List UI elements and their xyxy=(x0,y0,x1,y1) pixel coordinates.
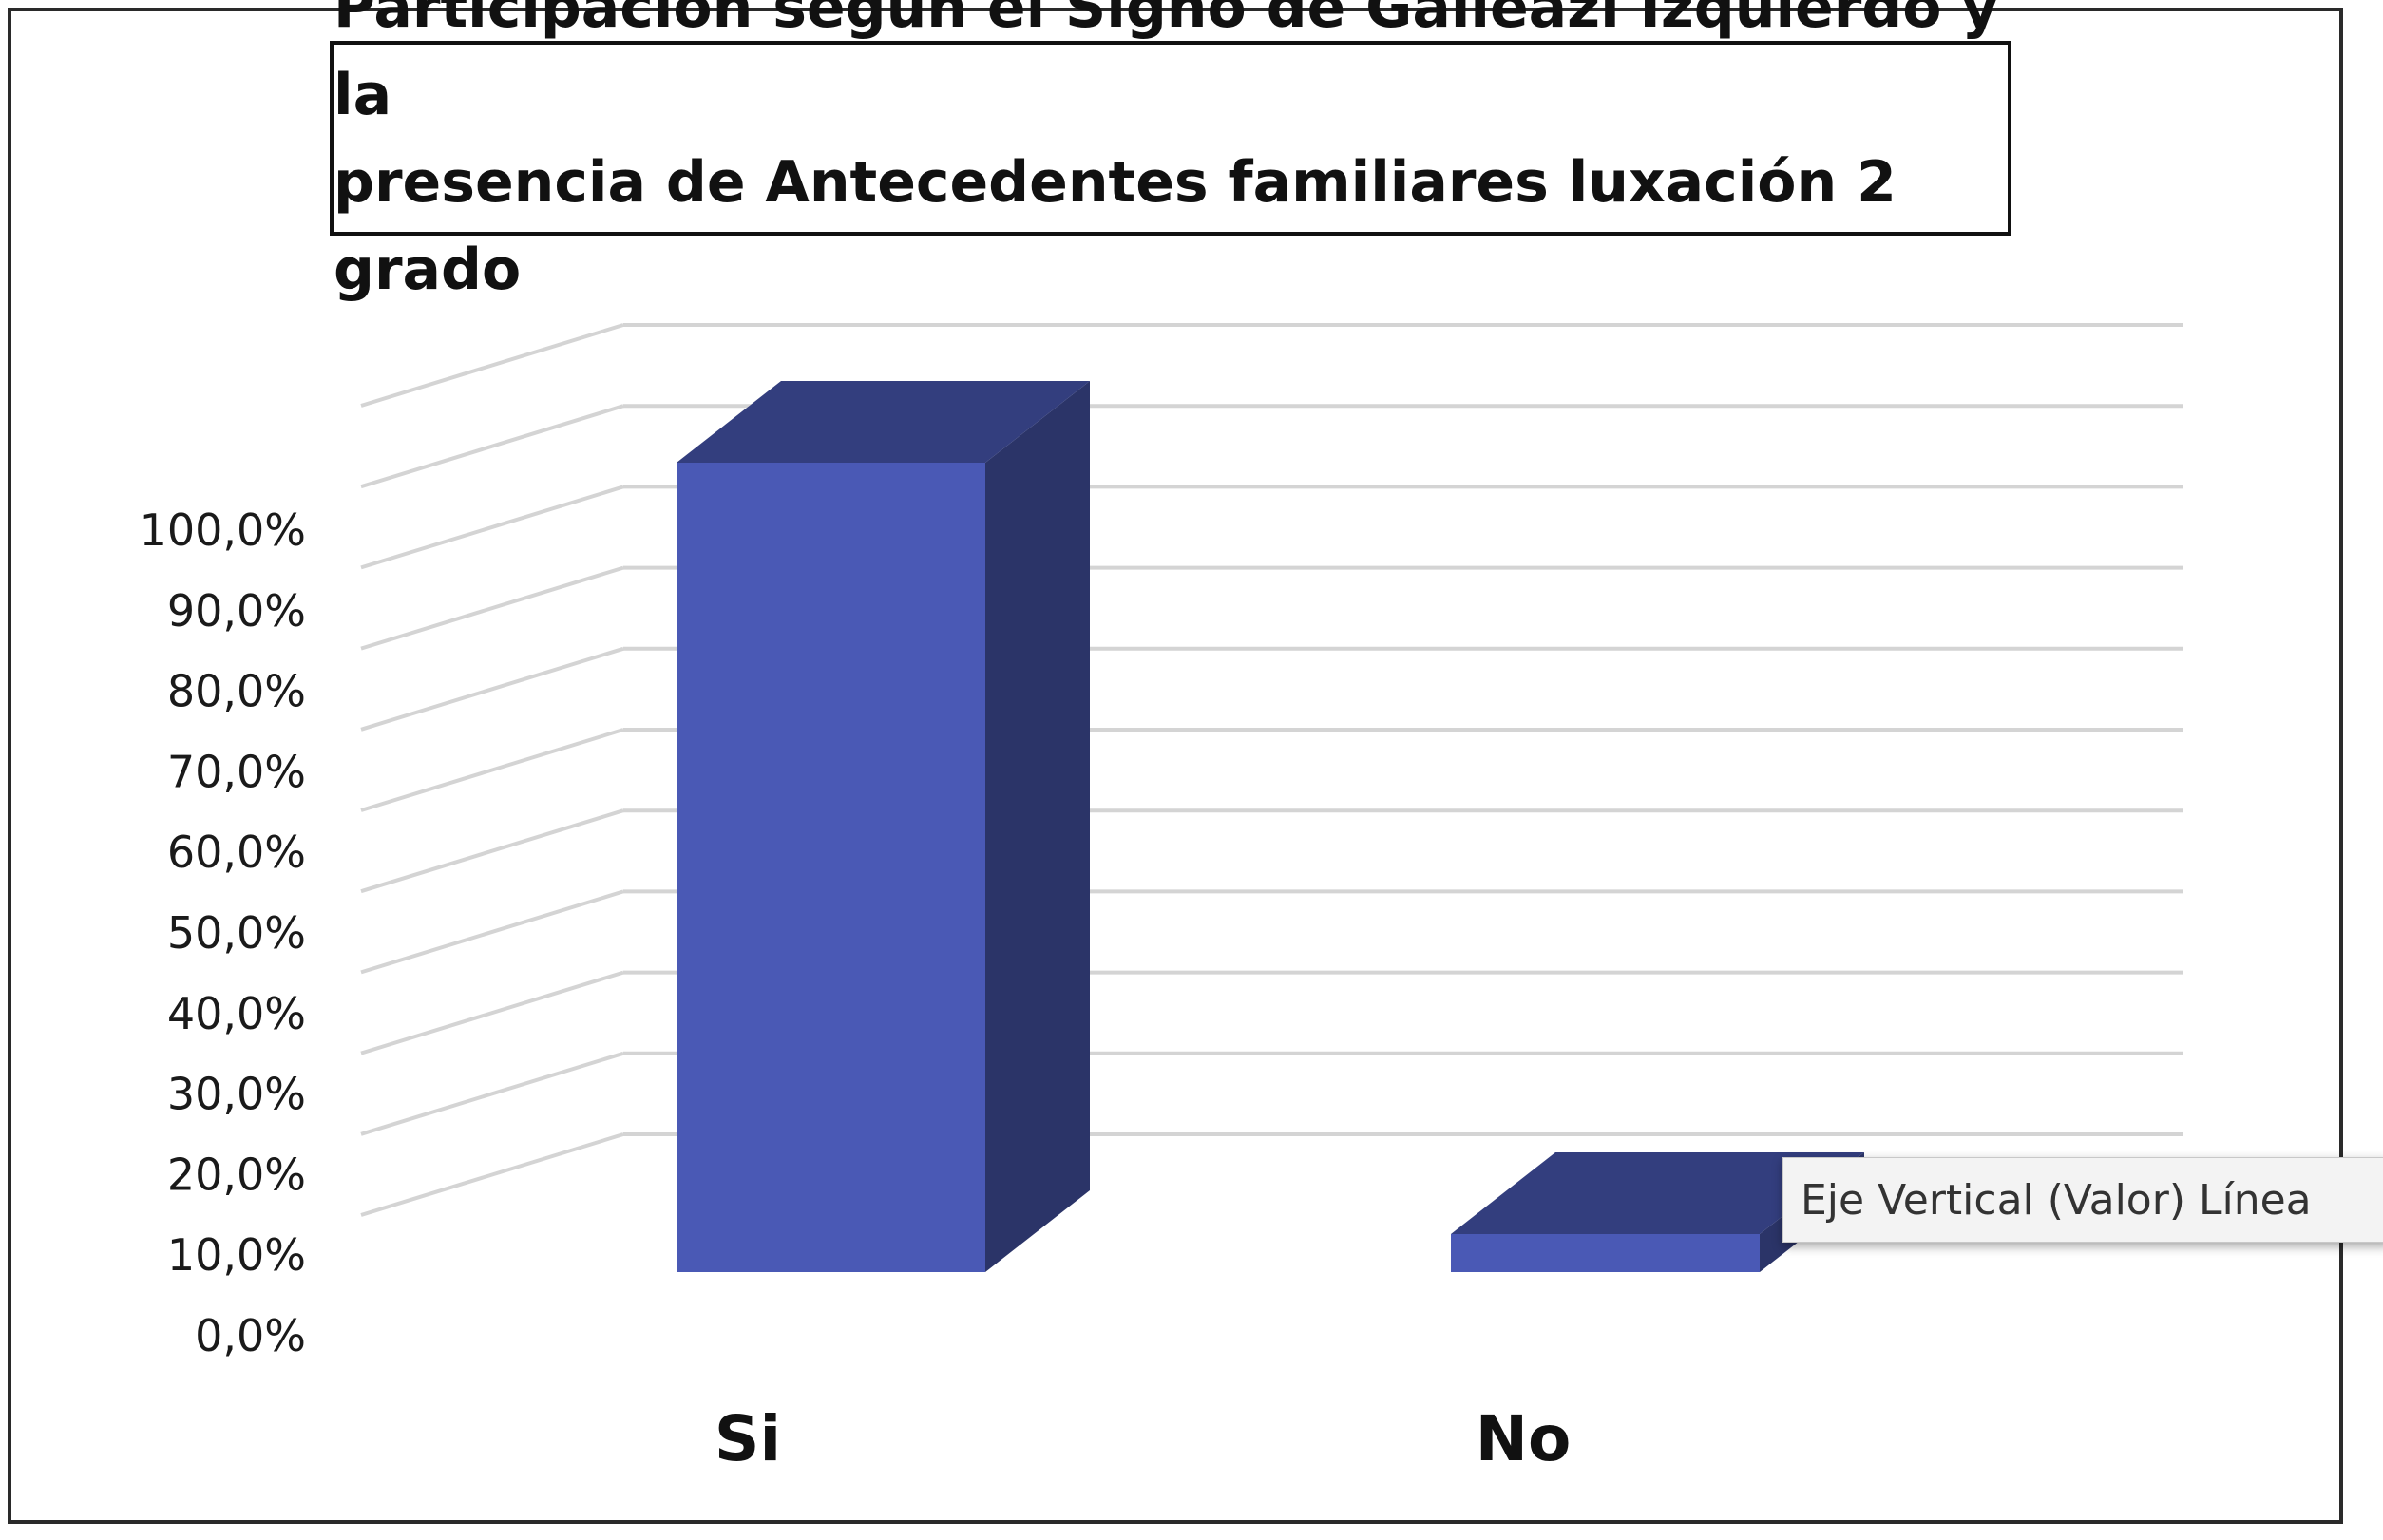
bar-top xyxy=(677,381,1090,463)
gridline-depth xyxy=(360,1132,624,1217)
y-tick-label: 20,0% xyxy=(167,1149,306,1200)
bar-top xyxy=(1451,1152,1864,1234)
y-tick-label: 10,0% xyxy=(167,1229,306,1281)
gridline-depth xyxy=(360,565,624,651)
gridline-depth xyxy=(360,1051,624,1136)
y-tick-label: 40,0% xyxy=(167,988,306,1039)
gridline-depth xyxy=(360,323,624,408)
chart-frame xyxy=(8,8,2343,1524)
y-tick-label: 0,0% xyxy=(195,1310,306,1361)
gridline-depth xyxy=(360,889,624,975)
y-tick-label: 90,0% xyxy=(167,585,306,637)
gridline-depth xyxy=(360,728,624,812)
gridline-depth xyxy=(360,808,624,894)
gridline-depth xyxy=(360,970,624,1055)
x-tick-label: Si xyxy=(715,1402,781,1475)
chart-title: Participación según el Signo de Galleazi… xyxy=(330,0,2011,303)
gridline-depth xyxy=(360,485,624,570)
y-tick-label: 100,0% xyxy=(140,504,306,556)
axis-tooltip: Eje Vertical (Valor) Línea xyxy=(1782,1157,2383,1243)
bar-side xyxy=(985,381,1090,1272)
y-tick-label: 70,0% xyxy=(167,746,306,797)
chart-title-line-1: Participación según el Signo de Galleazi… xyxy=(334,0,1999,128)
chart-title-line-2: presencia de Antecedentes familiares lux… xyxy=(334,148,1897,303)
bar xyxy=(677,463,985,1272)
x-tick-label: No xyxy=(1476,1402,1572,1475)
y-tick-label: 80,0% xyxy=(167,666,306,717)
y-tick-label: 30,0% xyxy=(167,1069,306,1120)
bar xyxy=(1451,1234,1760,1272)
y-tick-label: 50,0% xyxy=(167,907,306,959)
y-tick-label: 60,0% xyxy=(167,827,306,878)
gridline-depth xyxy=(360,646,624,732)
gridline-depth xyxy=(360,404,624,489)
